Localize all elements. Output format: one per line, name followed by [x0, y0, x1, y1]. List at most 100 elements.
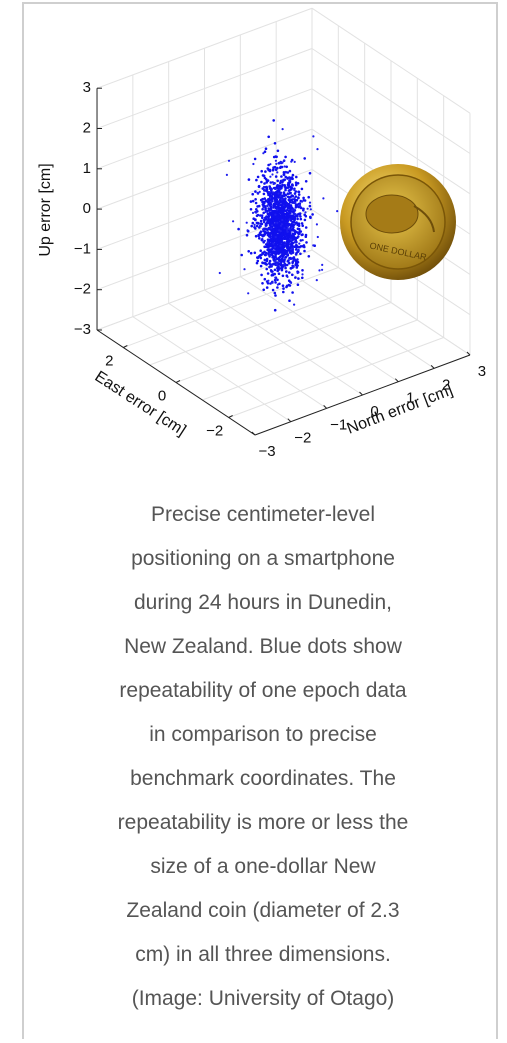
- dot: [274, 260, 276, 262]
- dot: [278, 192, 280, 194]
- dot: [259, 191, 261, 193]
- page-body: ONE DOLLAR 3210−1−2−320−2−3−2−10123 Up e…: [0, 0, 507, 1043]
- dot: [250, 200, 253, 203]
- dot: [275, 236, 277, 238]
- dot: [286, 246, 289, 249]
- north-axis-label: North error [cm]: [345, 382, 456, 438]
- dot: [246, 234, 249, 237]
- dot: [291, 229, 294, 232]
- dot: [284, 267, 287, 270]
- dot: [288, 198, 290, 200]
- dot: [293, 266, 295, 268]
- dot: [294, 232, 297, 235]
- dot: [273, 263, 276, 266]
- dot: [283, 264, 285, 266]
- dot: [274, 281, 277, 284]
- dot: [287, 244, 290, 247]
- dot: [303, 157, 306, 160]
- east-tick-label: 0: [158, 387, 166, 404]
- dot: [292, 242, 295, 245]
- dot: [279, 264, 282, 267]
- dot: [243, 268, 245, 270]
- dot: [309, 202, 311, 204]
- dot: [336, 210, 338, 212]
- dot: [283, 192, 286, 195]
- dot: [295, 253, 298, 256]
- dot: [307, 208, 309, 210]
- dot: [271, 235, 274, 238]
- dot: [284, 189, 287, 192]
- dot: [284, 224, 287, 227]
- dot: [293, 197, 295, 199]
- dot: [309, 205, 312, 208]
- dot: [263, 186, 265, 188]
- dot: [288, 271, 291, 274]
- dot: [275, 175, 278, 178]
- dot: [254, 219, 257, 222]
- dot: [281, 260, 284, 263]
- dot: [275, 191, 278, 194]
- dot: [297, 196, 300, 199]
- north-tick-label: 3: [478, 363, 486, 380]
- dot: [291, 274, 294, 277]
- dot: [286, 202, 289, 205]
- dot: [282, 128, 284, 130]
- dot: [289, 192, 292, 195]
- dot: [270, 205, 273, 208]
- dot: [282, 284, 285, 287]
- dot: [273, 156, 276, 159]
- dot: [265, 243, 268, 246]
- dot: [299, 215, 302, 218]
- dot: [290, 199, 293, 202]
- dot: [276, 180, 279, 183]
- dot: [312, 244, 314, 246]
- dot: [265, 263, 268, 266]
- dot: [290, 239, 292, 241]
- dot: [276, 264, 278, 266]
- dot: [301, 277, 304, 280]
- dot: [282, 205, 285, 208]
- dot: [271, 230, 274, 233]
- dot: [267, 282, 270, 285]
- dot: [267, 253, 270, 256]
- dot: [247, 292, 249, 294]
- dot: [288, 262, 291, 265]
- dot: [277, 150, 280, 153]
- dot: [276, 222, 278, 224]
- up-tick-label: 1: [83, 160, 91, 177]
- dot: [252, 222, 255, 225]
- dot: [265, 268, 268, 271]
- dot: [289, 249, 292, 252]
- dot: [267, 249, 270, 252]
- dot: [301, 224, 304, 227]
- dot: [261, 223, 264, 226]
- dot: [250, 208, 253, 211]
- dot: [271, 173, 273, 175]
- dot: [274, 294, 277, 297]
- dot: [291, 176, 294, 179]
- dot: [267, 207, 270, 210]
- dot: [275, 163, 277, 165]
- dot: [257, 192, 259, 194]
- caption-line: Precise centimeter-level: [40, 493, 486, 537]
- caption-line: repeatability of one epoch data: [40, 669, 486, 713]
- dot: [271, 238, 274, 241]
- dot: [279, 243, 282, 246]
- dot: [289, 170, 292, 173]
- dot: [288, 279, 291, 282]
- page: Figure {"figure": { "up_axis": {"label":…: [0, 0, 507, 1043]
- dot: [272, 282, 274, 284]
- dot: [288, 218, 290, 220]
- dot: [279, 245, 281, 247]
- dot: [274, 246, 276, 248]
- dot: [272, 166, 275, 169]
- dot: [262, 206, 264, 208]
- dot: [290, 282, 292, 284]
- dot: [255, 202, 258, 205]
- dot: [292, 174, 295, 177]
- dot: [286, 212, 289, 215]
- dot: [258, 237, 261, 240]
- dot: [316, 148, 318, 150]
- dot: [276, 258, 279, 261]
- dot: [281, 223, 283, 225]
